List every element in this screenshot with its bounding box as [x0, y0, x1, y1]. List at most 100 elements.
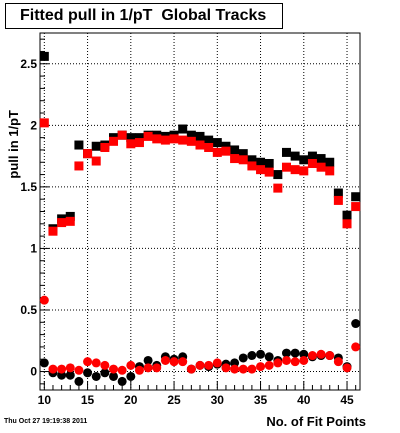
data-point-square [299, 166, 309, 176]
data-point-circle [126, 371, 136, 381]
data-point-square [100, 142, 110, 152]
data-point-square [325, 157, 335, 167]
data-point-circle [48, 364, 58, 374]
data-point-circle [109, 371, 119, 381]
grid-lines [40, 33, 360, 390]
axis-ticks [40, 38, 357, 390]
data-point-circle [100, 368, 110, 378]
data-point-square [273, 170, 283, 180]
data-point-square [65, 216, 75, 226]
data-point-circle [117, 376, 127, 386]
data-point-square [134, 138, 144, 148]
data-point-square [238, 155, 248, 165]
data-markers [39, 51, 361, 386]
data-point-square [256, 165, 266, 175]
data-point-square [57, 218, 67, 228]
data-point-square [65, 211, 75, 221]
data-point-circle [307, 351, 317, 361]
data-point-square [264, 167, 274, 177]
data-point-square [325, 166, 335, 176]
data-point-square [273, 183, 283, 193]
timestamp: Thu Oct 27 19:19:38 2011 [4, 418, 88, 425]
data-point-square [48, 226, 58, 236]
data-point-circle [204, 360, 214, 370]
data-point-square [143, 131, 153, 141]
data-point-circle [109, 364, 119, 374]
data-point-circle [247, 351, 257, 361]
y-tick-label: 1.5 [20, 180, 37, 194]
y-tick-label: 0 [30, 365, 37, 379]
data-point-circle [264, 352, 274, 362]
data-point-square [195, 131, 205, 141]
y-tick-label: 2.5 [20, 57, 37, 71]
data-point-square [230, 154, 240, 164]
data-point-circle [178, 357, 188, 367]
data-point-square [169, 134, 179, 144]
data-point-square [342, 219, 352, 229]
data-point-square [342, 210, 352, 220]
data-point-circle [333, 357, 343, 367]
data-point-circle [299, 355, 309, 365]
data-point-circle [281, 348, 291, 358]
data-point-circle [100, 360, 110, 370]
data-point-square [281, 147, 291, 157]
data-point-square [247, 155, 257, 165]
data-point-circle [91, 358, 101, 368]
data-point-square [290, 151, 300, 161]
x-axis-label: No. of Fit Points [266, 414, 366, 429]
data-point-circle [256, 362, 266, 372]
data-point-square [212, 138, 222, 148]
data-point-square [264, 158, 274, 168]
data-point-circle [169, 357, 179, 367]
data-point-circle [126, 360, 136, 370]
data-point-circle [65, 370, 75, 380]
data-point-square [109, 136, 119, 146]
data-point-circle [117, 365, 127, 375]
data-point-square [221, 146, 231, 156]
data-point-square [83, 149, 93, 159]
data-point-square [351, 192, 361, 202]
data-point-circle [238, 364, 248, 374]
data-point-square [333, 195, 343, 205]
data-point-square [333, 188, 343, 198]
data-point-circle [143, 355, 153, 365]
data-point-square [307, 158, 317, 168]
data-point-circle [264, 360, 274, 370]
data-point-circle [74, 376, 84, 386]
data-point-square [134, 133, 144, 143]
x-tick-label: 30 [211, 393, 225, 407]
data-point-square [290, 165, 300, 175]
data-point-circle [195, 360, 205, 370]
data-point-square [91, 156, 101, 166]
data-point-circle [247, 364, 257, 374]
data-point-square [117, 130, 127, 140]
x-tick-label: 25 [167, 393, 181, 407]
data-point-circle [57, 370, 67, 380]
data-point-circle [134, 365, 144, 375]
data-point-square [238, 149, 248, 159]
data-point-circle [74, 365, 84, 375]
data-point-circle [83, 357, 93, 367]
data-point-square [74, 140, 84, 150]
x-tick-label: 40 [297, 393, 311, 407]
data-point-circle [212, 358, 222, 368]
data-point-circle [39, 295, 49, 305]
data-point-square [351, 202, 361, 212]
data-point-square [39, 51, 49, 61]
data-point-square [126, 133, 136, 143]
data-point-square [74, 161, 84, 171]
data-point-square [204, 135, 214, 145]
chart-title: Fitted pull in 1/pT Global Tracks [5, 3, 283, 29]
data-point-circle [39, 358, 49, 368]
data-point-circle [152, 363, 162, 373]
data-point-square [178, 124, 188, 134]
data-point-circle [91, 371, 101, 381]
data-point-square [186, 136, 196, 146]
data-point-square [247, 161, 257, 171]
data-point-square [230, 145, 240, 155]
data-point-circle [342, 363, 352, 373]
y-tick-label: 1 [30, 241, 37, 255]
data-point-circle [325, 351, 335, 361]
data-point-circle [143, 363, 153, 373]
